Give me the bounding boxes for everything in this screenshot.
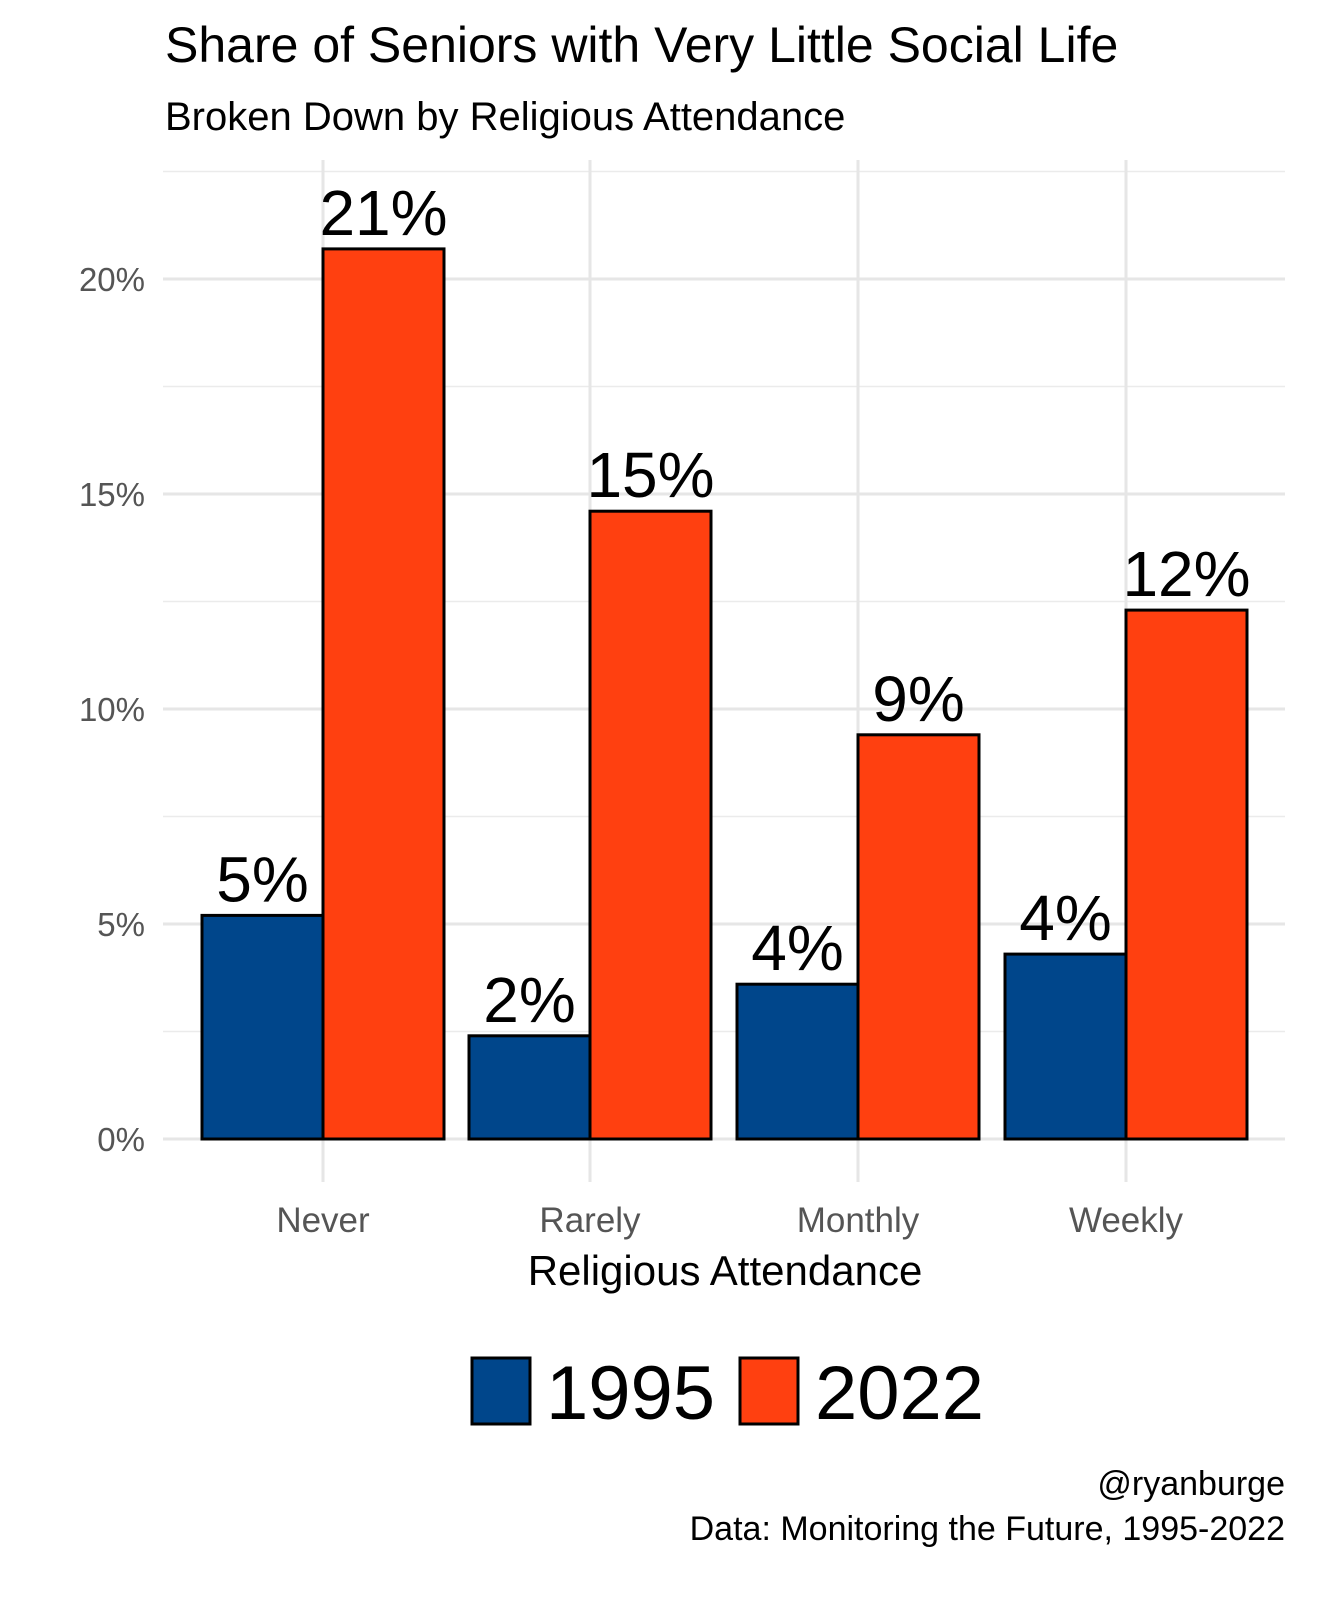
chart-subtitle: Broken Down by Religious Attendance xyxy=(165,95,845,139)
y-tick-label: 0% xyxy=(97,1121,145,1158)
bars xyxy=(200,247,1249,1141)
data-label: 4% xyxy=(751,912,844,984)
data-label: 5% xyxy=(216,843,309,915)
x-tick-label: Monthly xyxy=(797,1201,920,1240)
x-axis-ticks: Never Rarely Monthly Weekly xyxy=(276,1201,1183,1240)
x-axis-label: Religious Attendance xyxy=(528,1247,923,1294)
x-tick-label: Never xyxy=(276,1201,370,1240)
data-label: 21% xyxy=(319,177,447,249)
legend: 1995 2022 xyxy=(470,1351,984,1436)
data-label: 4% xyxy=(1019,882,1112,954)
caption: @ryanburge Data: Monitoring the Future, 1… xyxy=(690,1465,1285,1548)
legend-label-1995: 1995 xyxy=(546,1351,715,1436)
legend-key-1995 xyxy=(470,1356,532,1426)
x-tick-label: Rarely xyxy=(539,1201,641,1240)
bar-1995-rarely xyxy=(467,1034,592,1141)
bar-2022-weekly xyxy=(1124,608,1249,1141)
data-label: 12% xyxy=(1122,538,1250,610)
legend-key-2022 xyxy=(738,1356,800,1426)
y-tick-label: 5% xyxy=(97,906,145,943)
bar-2022-never xyxy=(321,247,446,1141)
y-tick-label: 15% xyxy=(79,476,145,513)
y-tick-label: 20% xyxy=(79,261,145,298)
caption-author: @ryanburge xyxy=(1097,1465,1285,1503)
data-label: 2% xyxy=(483,964,576,1036)
bar-1995-weekly xyxy=(1003,952,1128,1141)
data-labels: 5% 21% 2% 15% 4% 9% 4% 12% xyxy=(216,177,1250,1036)
caption-source: Data: Monitoring the Future, 1995-2022 xyxy=(690,1510,1285,1548)
x-tick-label: Weekly xyxy=(1069,1201,1184,1240)
bar-2022-monthly xyxy=(856,733,981,1141)
data-label: 9% xyxy=(872,663,965,735)
legend-label-2022: 2022 xyxy=(815,1351,984,1436)
bar-2022-rarely xyxy=(588,509,713,1141)
bar-1995-never xyxy=(200,913,325,1141)
data-label: 15% xyxy=(586,439,714,511)
chart-title: Share of Seniors with Very Little Social… xyxy=(165,17,1118,73)
y-tick-label: 10% xyxy=(79,691,145,728)
bar-1995-monthly xyxy=(735,982,860,1141)
y-axis-ticks: 0% 5% 10% 15% 20% xyxy=(79,261,145,1158)
